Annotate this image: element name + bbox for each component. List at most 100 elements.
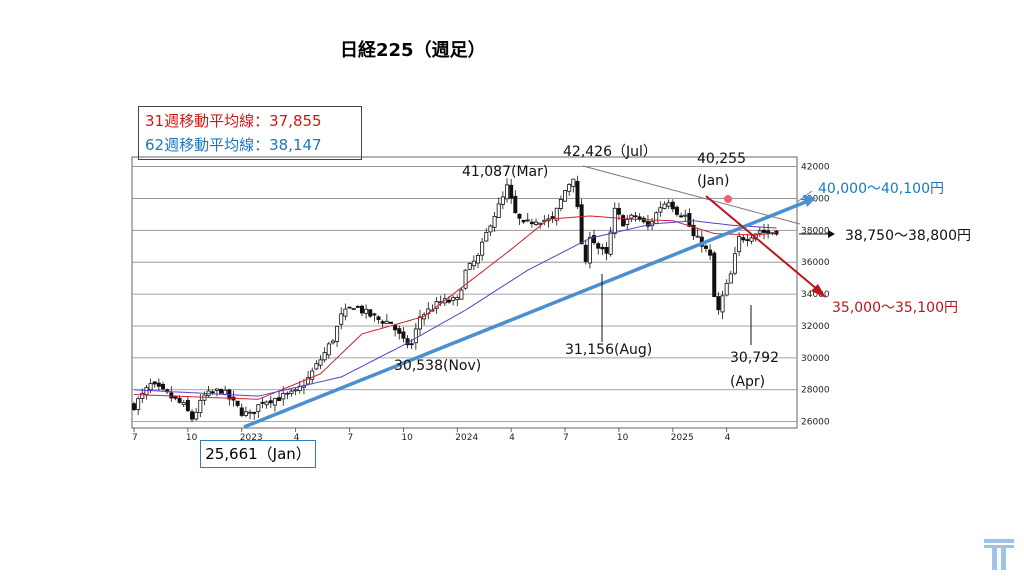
- candle-body: [446, 299, 451, 303]
- candle-body: [708, 249, 713, 256]
- candle-body: [625, 219, 630, 225]
- upper-resistance-line: [582, 165, 801, 225]
- ma31-line: [133, 215, 777, 400]
- candle-body: [397, 328, 402, 334]
- candle-body: [517, 213, 522, 219]
- ma62-line: [133, 220, 777, 397]
- y-tick-label: 42000: [801, 163, 830, 173]
- candle-body: [633, 215, 638, 218]
- chart-title: 日経225（週足）: [340, 40, 486, 61]
- candle-body: [496, 203, 501, 219]
- candle-body: [239, 407, 244, 416]
- candle-body: [471, 260, 476, 267]
- candle-body: [252, 411, 257, 414]
- x-tick-label: 2024: [455, 433, 478, 443]
- candle-body: [314, 363, 319, 370]
- candle-body: [476, 255, 481, 264]
- candle-body: [567, 184, 572, 192]
- candle-body: [728, 273, 733, 284]
- x-tick-label: 10: [617, 433, 629, 443]
- candle-body: [505, 184, 510, 200]
- y-tick-label: 32000: [801, 322, 830, 332]
- candle-body: [322, 352, 327, 361]
- candle-body: [152, 381, 157, 385]
- candle-body: [616, 208, 621, 215]
- annotation-high-jan-month: (Jan): [697, 173, 730, 189]
- candle-body: [214, 388, 219, 391]
- y-tick-label: 38000: [801, 226, 830, 236]
- candle-body: [463, 269, 468, 289]
- candle-body: [683, 214, 688, 217]
- candle-body: [326, 343, 331, 356]
- candle-body: [384, 320, 389, 324]
- annotation-high-mar: 41,087(Mar): [462, 164, 548, 180]
- high-jan-marker: [724, 195, 732, 203]
- candle-body: [281, 393, 286, 400]
- candle-body: [695, 235, 700, 238]
- candle-body: [538, 222, 543, 225]
- candle-body: [347, 306, 352, 309]
- candle-body: [654, 212, 659, 224]
- candle-body: [513, 195, 518, 213]
- y-tick-label: 34000: [801, 290, 830, 300]
- candle-body: [451, 297, 456, 301]
- candle-body: [703, 245, 708, 249]
- candle-body: [243, 411, 248, 416]
- downtrend-line: [705, 195, 819, 291]
- grid-lines: [131, 156, 798, 429]
- candle-body: [380, 321, 385, 324]
- upper-target-pointer: [796, 190, 813, 203]
- candle-body: [409, 343, 414, 346]
- candle-body: [563, 190, 568, 202]
- candle-body: [604, 247, 609, 254]
- candle-body: [293, 389, 298, 392]
- candle-body: [674, 206, 679, 215]
- annotation-target-lower: 35,000〜35,100円: [832, 300, 958, 316]
- x-tick-label: 4: [294, 433, 300, 443]
- x-tick-label: 2025: [671, 433, 694, 443]
- candle-body: [210, 391, 215, 394]
- annotation-low-aug: 31,156(Aug): [565, 342, 652, 358]
- candle-body: [592, 235, 597, 244]
- candle-body: [687, 212, 692, 227]
- candle-body: [181, 402, 186, 405]
- moving-average-legend: 31週移動平均線：37,855 62週移動平均線：38,147: [138, 106, 362, 160]
- candle-body: [310, 370, 315, 380]
- y-tick-label: 26000: [801, 418, 830, 428]
- candle-body: [716, 296, 721, 311]
- y-tick-label: 36000: [801, 258, 830, 268]
- candle-body: [724, 282, 729, 296]
- candle-body: [388, 321, 393, 324]
- candle-body: [621, 215, 626, 227]
- candle-body: [579, 204, 584, 245]
- candle-body: [355, 306, 360, 308]
- candle-body: [339, 313, 344, 325]
- candle-body: [393, 325, 398, 331]
- candle-body: [608, 231, 613, 255]
- candle-body: [629, 214, 634, 219]
- candle-body: [554, 207, 559, 221]
- candle-body: [318, 359, 323, 366]
- candle-body: [161, 384, 166, 390]
- x-tick-label: 4: [509, 433, 515, 443]
- candle-body: [583, 244, 588, 262]
- candle-body: [732, 253, 737, 274]
- candle-body: [219, 389, 224, 394]
- candle-body: [741, 237, 746, 241]
- candle-body: [658, 207, 663, 213]
- candle-body: [480, 241, 485, 256]
- annotation-low-apr-value: 30,792: [730, 350, 779, 366]
- candle-body: [272, 398, 277, 406]
- legend-ma62: 62週移動平均線：38,147: [145, 136, 322, 154]
- candle-body: [525, 219, 530, 222]
- x-tick-label: 10: [186, 433, 198, 443]
- candle-body: [364, 308, 369, 314]
- candle-body: [587, 236, 592, 264]
- candle-body: [455, 297, 460, 300]
- candle-body: [156, 382, 161, 387]
- x-tick-label: 2023: [240, 433, 263, 443]
- candle-body: [612, 207, 617, 235]
- y-tick-label: 28000: [801, 386, 830, 396]
- candle-body: [488, 225, 493, 233]
- candle-body: [459, 289, 464, 300]
